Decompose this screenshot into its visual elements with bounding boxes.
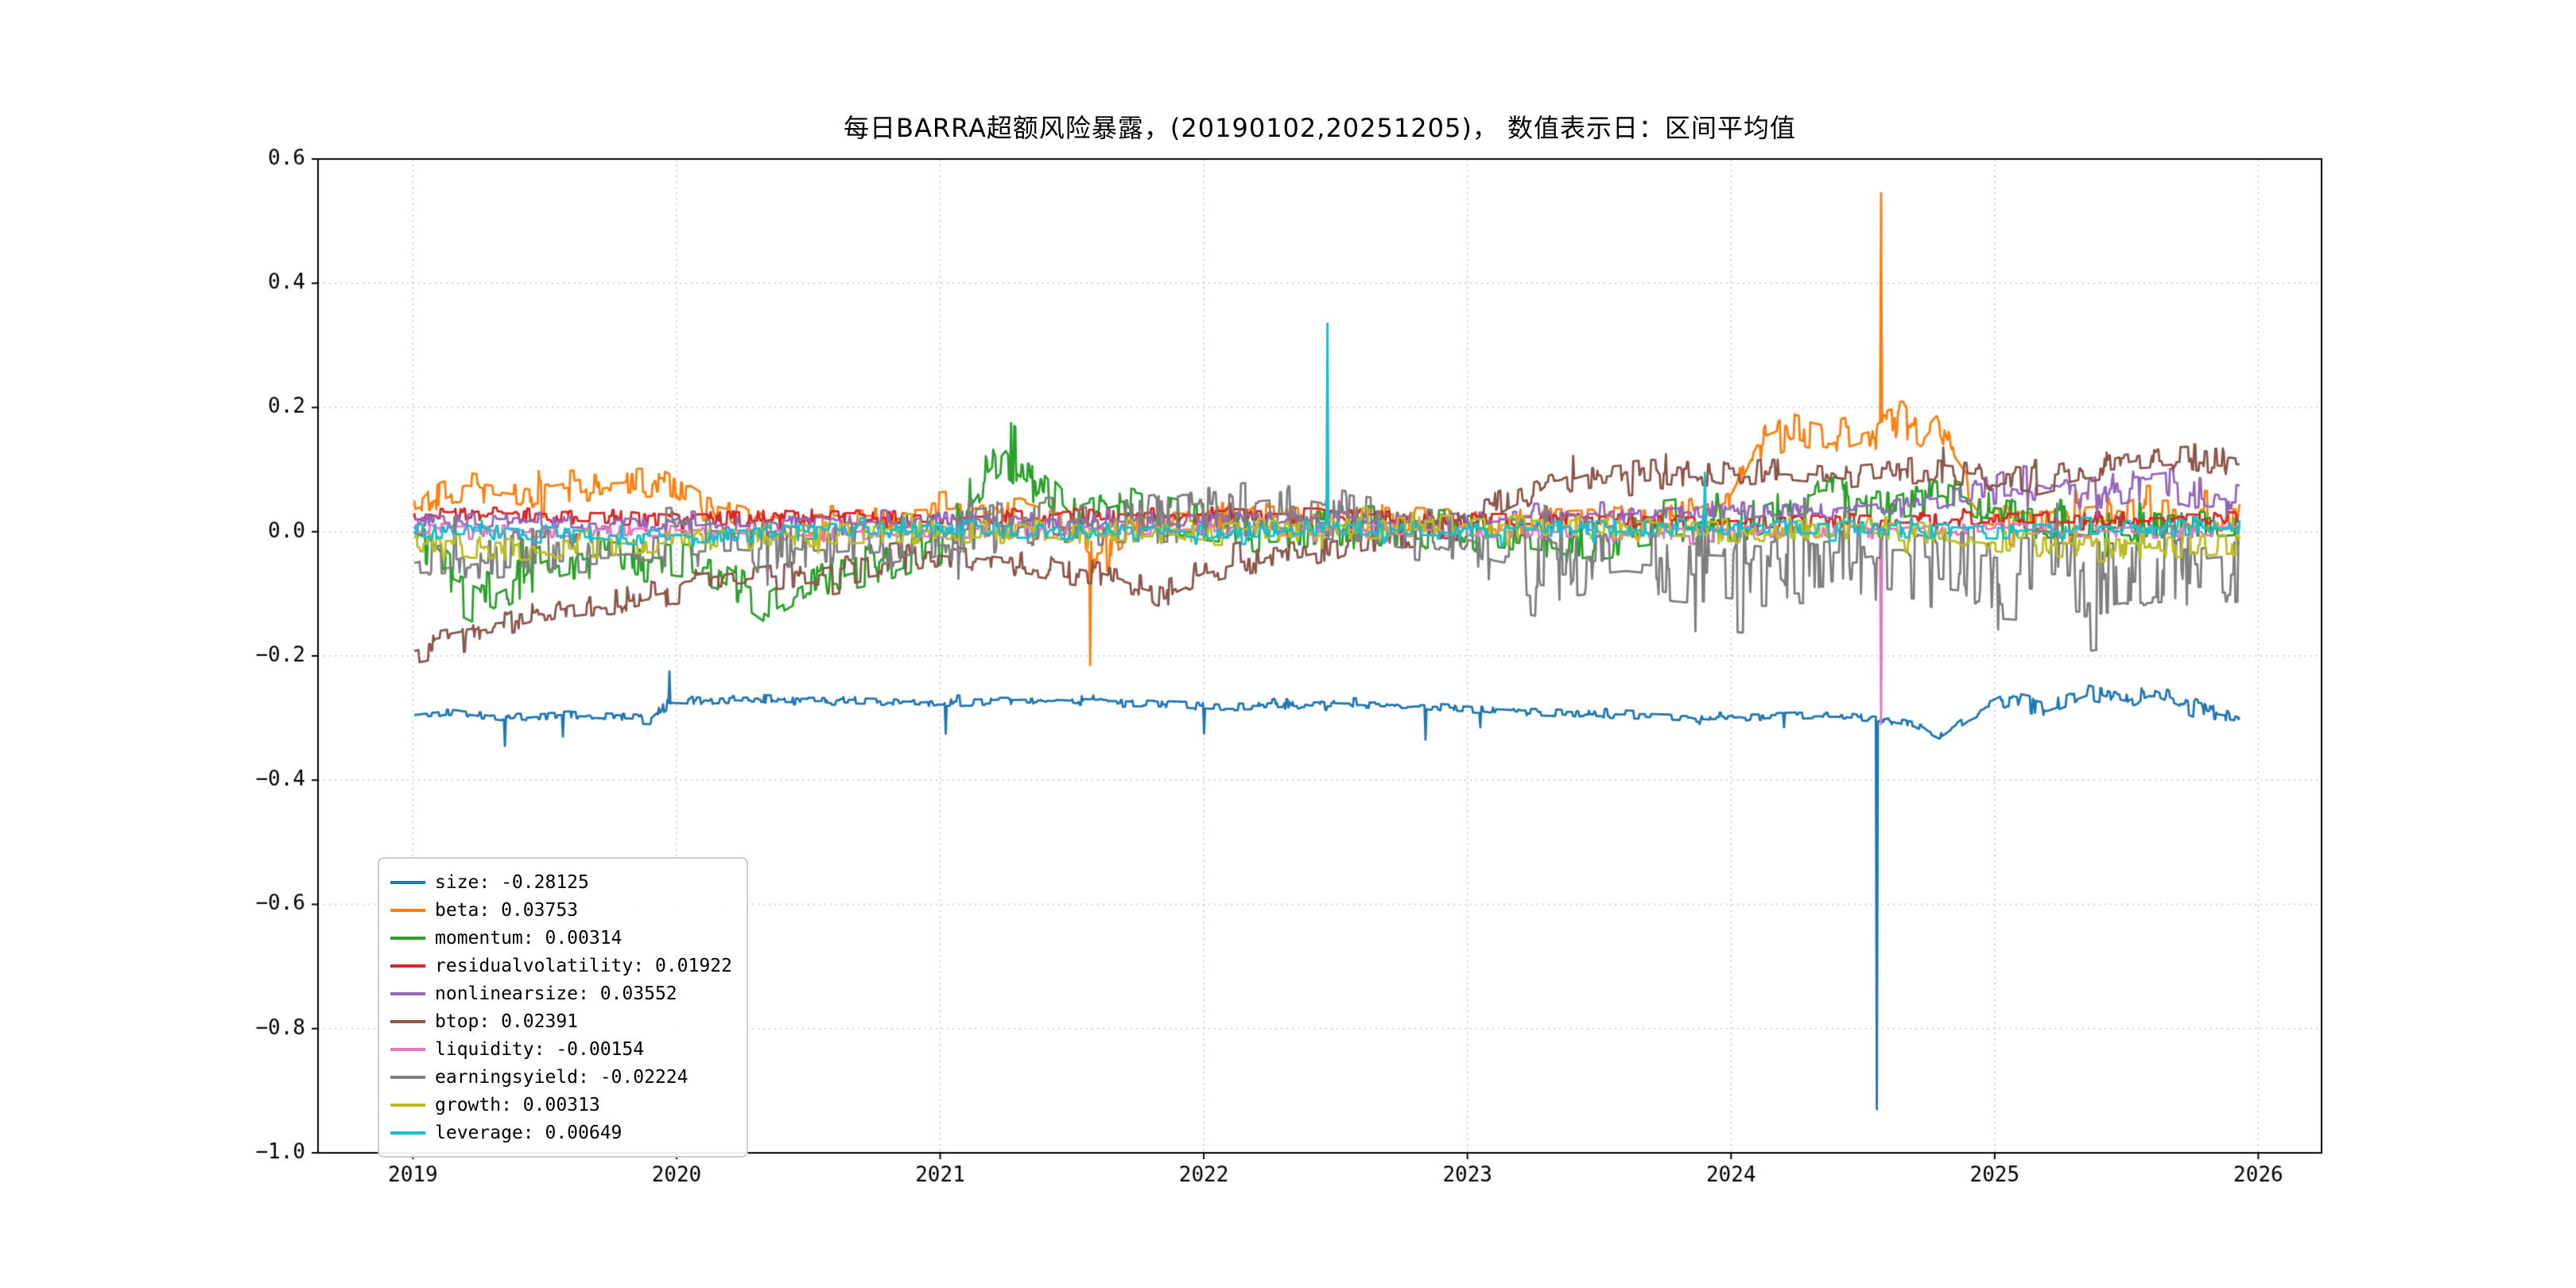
legend-item-leverage: leverage: 0.00649 [390,1119,732,1146]
legend-item-beta: beta: 0.03753 [390,896,732,924]
legend-item-earningsyield: earningsyield: -0.02224 [390,1063,732,1091]
legend-label: residualvolatility: 0.01922 [435,955,732,976]
legend-label: momentum: 0.00314 [435,927,623,949]
chart-title: 每日BARRA超额风险暴露，(20190102,20251205)， 数值表示日… [844,113,1796,143]
legend-label: growth: 0.00313 [435,1094,600,1115]
legend-line-swatch [390,1019,425,1023]
legend-line-swatch [390,964,425,968]
legend-label: earningsyield: -0.02224 [435,1066,689,1088]
legend-item-residualvolatility: residualvolatility: 0.01922 [390,952,732,980]
legend-line-swatch [390,908,425,912]
legend-line-swatch [390,880,425,884]
legend-item-liquidity: liquidity: -0.00154 [390,1035,732,1063]
legend-label: nonlinearsize: 0.03552 [435,983,677,1004]
legend-item-growth: growth: 0.00313 [390,1091,732,1119]
legend-line-swatch [390,991,425,995]
legend-line-swatch [390,1047,425,1051]
legend-line-swatch [390,1103,425,1107]
legend-item-nonlinearsize: nonlinearsize: 0.03552 [390,980,732,1007]
legend-item-btop: btop: 0.02391 [390,1007,732,1035]
legend-label: btop: 0.02391 [435,1011,579,1032]
legend-line-swatch [390,1131,425,1135]
legend-item-size: size: -0.28125 [390,868,732,896]
legend-label: beta: 0.03753 [435,899,579,921]
legend: size: -0.28125 beta: 0.03753 momentum: 0.0… [378,857,748,1158]
legend-line-swatch [390,1075,425,1079]
legend-line-swatch [390,936,425,940]
legend-label: size: -0.28125 [435,871,589,893]
legend-item-momentum: momentum: 0.00314 [390,924,732,952]
legend-label: liquidity: -0.00154 [435,1038,645,1060]
legend-label: leverage: 0.00649 [435,1122,623,1143]
